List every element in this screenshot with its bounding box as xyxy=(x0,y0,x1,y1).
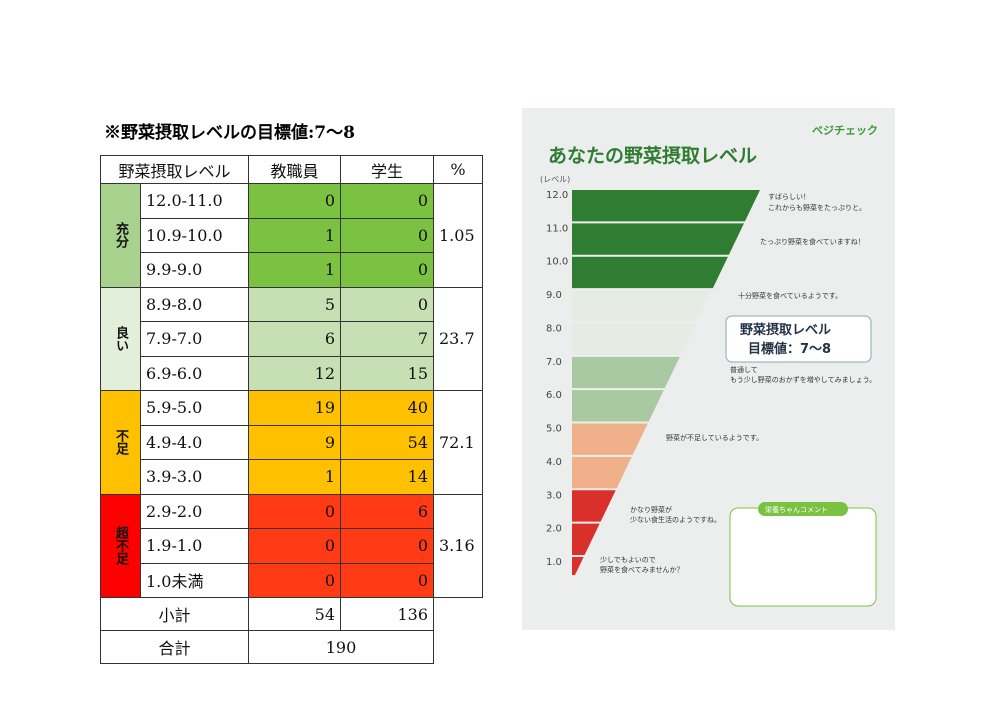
value: 1 xyxy=(248,459,341,495)
target: 野菜摂取レベル xyxy=(740,322,831,338)
comment-head xyxy=(758,502,848,516)
percent: 23.7 xyxy=(433,286,483,391)
axis-label: (レベル) xyxy=(540,175,570,184)
level-band xyxy=(572,356,680,389)
value: 1 xyxy=(248,217,341,253)
level-label: 5.0 xyxy=(546,424,562,435)
value: 0 xyxy=(340,252,434,288)
value: 0 xyxy=(248,528,341,564)
value: 19 xyxy=(248,390,341,426)
note: もう少し野菜のおかずを増やしてみましょう。 xyxy=(730,375,876,384)
level-band xyxy=(572,390,664,422)
subtotal-label: 小計 xyxy=(100,597,249,631)
note: 野菜が不足しているようです。 xyxy=(666,433,763,442)
value: 40 xyxy=(340,390,434,426)
percent: 3.16 xyxy=(433,493,483,598)
group-label: 超不足 xyxy=(100,493,141,598)
level-band xyxy=(572,456,632,489)
group-label: 充分 xyxy=(100,183,141,288)
value: 0 xyxy=(340,562,434,598)
value: 7 xyxy=(340,321,434,357)
note: 少しでもよいので xyxy=(600,556,656,564)
value: 0 xyxy=(340,217,434,253)
value: 6 xyxy=(248,321,341,357)
percent: 1.05 xyxy=(433,183,483,288)
level-band xyxy=(572,190,760,222)
level-band xyxy=(572,256,728,289)
level-label: 12.0 xyxy=(546,190,568,201)
level-band xyxy=(572,490,616,522)
range: 7.9-7.0 xyxy=(140,321,249,357)
header-cell: % xyxy=(433,155,483,184)
level-label: 1.0 xyxy=(546,557,562,568)
poster-title: あなたの野菜摂取レベル xyxy=(548,144,757,167)
level-label: 6.0 xyxy=(546,390,562,401)
value: 5 xyxy=(248,286,341,322)
note: すばらしい！ xyxy=(768,192,810,201)
level-band xyxy=(572,557,584,575)
level-label: 9.0 xyxy=(546,290,562,301)
level-label: 7.0 xyxy=(546,357,562,368)
comment-box xyxy=(729,507,877,607)
level-band xyxy=(572,523,600,555)
note: かなり野菜が xyxy=(630,505,672,514)
value: 0 xyxy=(340,286,434,322)
note: 普通して xyxy=(730,365,758,374)
range: 1.9-1.0 xyxy=(140,528,249,564)
range: 3.9-3.0 xyxy=(140,459,249,495)
value: 12 xyxy=(248,355,341,391)
level-label: 2.0 xyxy=(546,524,562,535)
note: 少ない食生活のようですね。 xyxy=(630,515,721,524)
value: 0 xyxy=(340,528,434,564)
range: 12.0-11.0 xyxy=(140,183,249,219)
target-box xyxy=(725,315,872,363)
note: 野菜を食べてみませんか？ xyxy=(600,565,684,574)
level-label: 8.0 xyxy=(546,323,562,334)
level-label: 10.0 xyxy=(546,257,568,268)
level-band xyxy=(572,290,712,322)
comment-title: 栄養ちゃんコメント xyxy=(765,505,828,514)
note: 十分野菜を食べているようです。 xyxy=(738,291,842,300)
range: 8.9-8.0 xyxy=(140,286,249,322)
range: 10.9-10.0 xyxy=(140,217,249,253)
brand: ベジチェック xyxy=(812,124,878,137)
range: 5.9-5.0 xyxy=(140,390,249,426)
level-label: 4.0 xyxy=(546,457,562,468)
level-label: 3.0 xyxy=(546,490,562,501)
note: たっぷり野菜を食べていますね！ xyxy=(760,237,865,246)
total-label: 合計 xyxy=(100,630,249,664)
target: 目標値：7～8 xyxy=(748,341,831,357)
level-band xyxy=(572,423,648,455)
level-band xyxy=(572,223,744,255)
doc-title: ※野菜摂取レベルの目標値:7～8 xyxy=(104,123,355,143)
range: 6.9-6.0 xyxy=(140,355,249,391)
level-label: 11.0 xyxy=(546,223,568,234)
value: 0 xyxy=(248,493,341,529)
level-band xyxy=(572,323,696,355)
total: 190 xyxy=(248,630,434,664)
note: これからも野菜をたっぷりと。 xyxy=(768,203,866,212)
value: 54 xyxy=(340,424,434,460)
